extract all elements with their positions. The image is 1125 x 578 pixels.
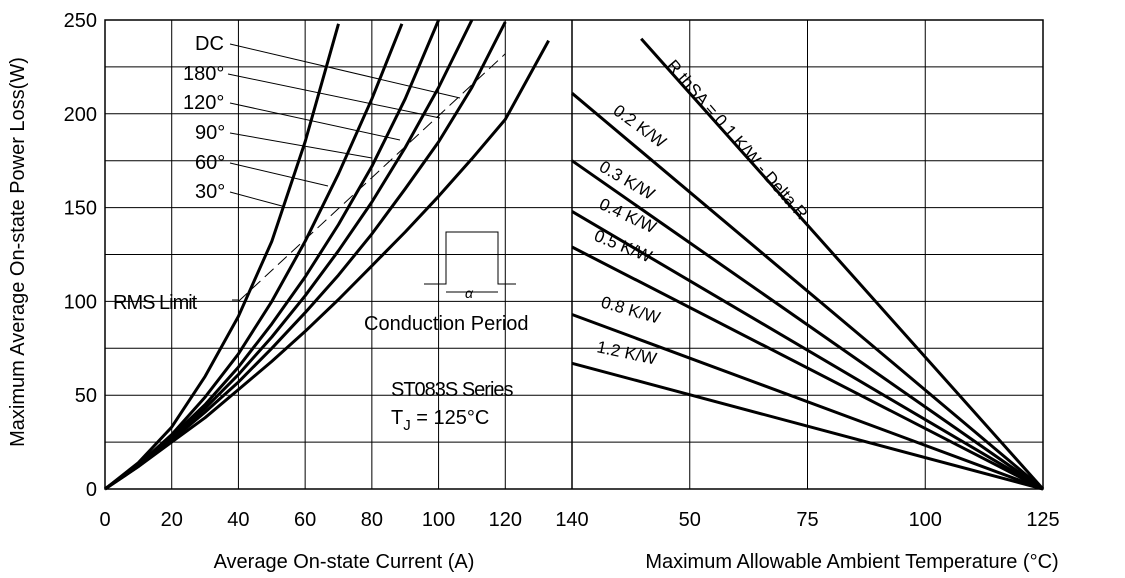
left-x-tick-label: 140 <box>555 509 588 531</box>
label-dc: DC <box>195 33 224 55</box>
y-tick-label: 0 <box>86 479 97 501</box>
plot-frame <box>104 19 1044 490</box>
y-tick-label: 50 <box>75 385 97 407</box>
tj-label: TJ = 125°C <box>391 407 489 434</box>
label-rms-limit: RMS Limit <box>113 292 198 314</box>
label-leader-line <box>229 102 401 141</box>
label-180: 180° <box>183 63 224 85</box>
power-curve <box>104 23 340 491</box>
thermal-line <box>640 37 1045 490</box>
y-tick-label: 250 <box>64 10 97 32</box>
right-x-tick-label: 125 <box>1026 509 1059 531</box>
tj-label-rest: = 125°C <box>411 407 490 429</box>
thermal-line <box>571 313 1044 491</box>
series-name-label: ST083S Series <box>391 379 514 401</box>
label-60: 60° <box>195 152 225 174</box>
conduction-period-label: Conduction Period <box>364 313 529 335</box>
label-leader-line <box>229 191 283 207</box>
alpha-symbol: α <box>465 285 474 301</box>
y-tick-label: 150 <box>64 198 97 220</box>
left-x-tick-label: 60 <box>294 509 316 531</box>
left-x-tick-label: 20 <box>161 509 183 531</box>
thermal-line <box>571 92 1044 491</box>
thermal-line <box>571 159 1044 491</box>
series-info: ST083S Series TJ = 125°C <box>391 379 515 434</box>
label-120: 120° <box>183 92 224 114</box>
thermal-line <box>571 210 1044 491</box>
left-x-tick-label: 120 <box>489 509 522 531</box>
power-curve <box>104 39 550 491</box>
left-x-tick-label: 100 <box>422 509 455 531</box>
waveform-icon <box>424 231 516 285</box>
label-30: 30° <box>195 181 225 203</box>
label-90: 90° <box>195 122 225 144</box>
left-x-tick-label: 80 <box>361 509 383 531</box>
series-legend-labels: DC 180° 120° 90° 60° 30° RMS Limit <box>113 33 225 314</box>
power-curve <box>104 23 404 491</box>
right-x-tick-label: 50 <box>679 509 701 531</box>
power-curve <box>104 21 507 491</box>
label-leader-line <box>229 43 461 99</box>
y-tick-label: 200 <box>64 104 97 126</box>
y-tick-label: 100 <box>64 291 97 313</box>
right-x-tick-label: 100 <box>909 509 942 531</box>
label-0-2-kw: 0.2 K/W <box>610 101 670 152</box>
right-line-labels: R thSA = 0.1 K/W - Delta R 0.2 K/W 0.3 K… <box>592 56 812 368</box>
left-x-tick-label: 0 <box>99 509 110 531</box>
right-x-axis-label: Maximum Allowable Ambient Temperature (°… <box>645 551 1058 573</box>
series-layer <box>104 19 1045 491</box>
y-axis-label: Maximum Average On-state Power Loss(W) <box>7 57 29 447</box>
grid <box>104 19 1044 490</box>
label-leader-line <box>227 73 441 119</box>
left-x-tick-label: 40 <box>227 509 249 531</box>
tj-label-sub: J <box>403 417 411 434</box>
tj-label-prefix: T <box>391 407 403 429</box>
label-leader-line <box>229 162 329 187</box>
label-0-1-kw: R thSA = 0.1 K/W - Delta R <box>663 56 812 223</box>
label-leader-line <box>229 132 373 159</box>
thermal-line <box>571 361 1044 491</box>
thermal-line <box>571 245 1044 491</box>
tick-labels: 0 50 100 150 200 250 0 20 40 60 80 100 120 140 50 75 100… <box>64 10 1060 531</box>
label-0-8-kw: 0.8 K/W <box>599 293 662 328</box>
left-x-axis-label: Average On-state Current (A) <box>214 551 475 573</box>
rms-limit-line <box>238 53 506 302</box>
right-x-tick-label: 75 <box>796 509 818 531</box>
conduction-period-inset: α Conduction Period <box>364 231 529 335</box>
